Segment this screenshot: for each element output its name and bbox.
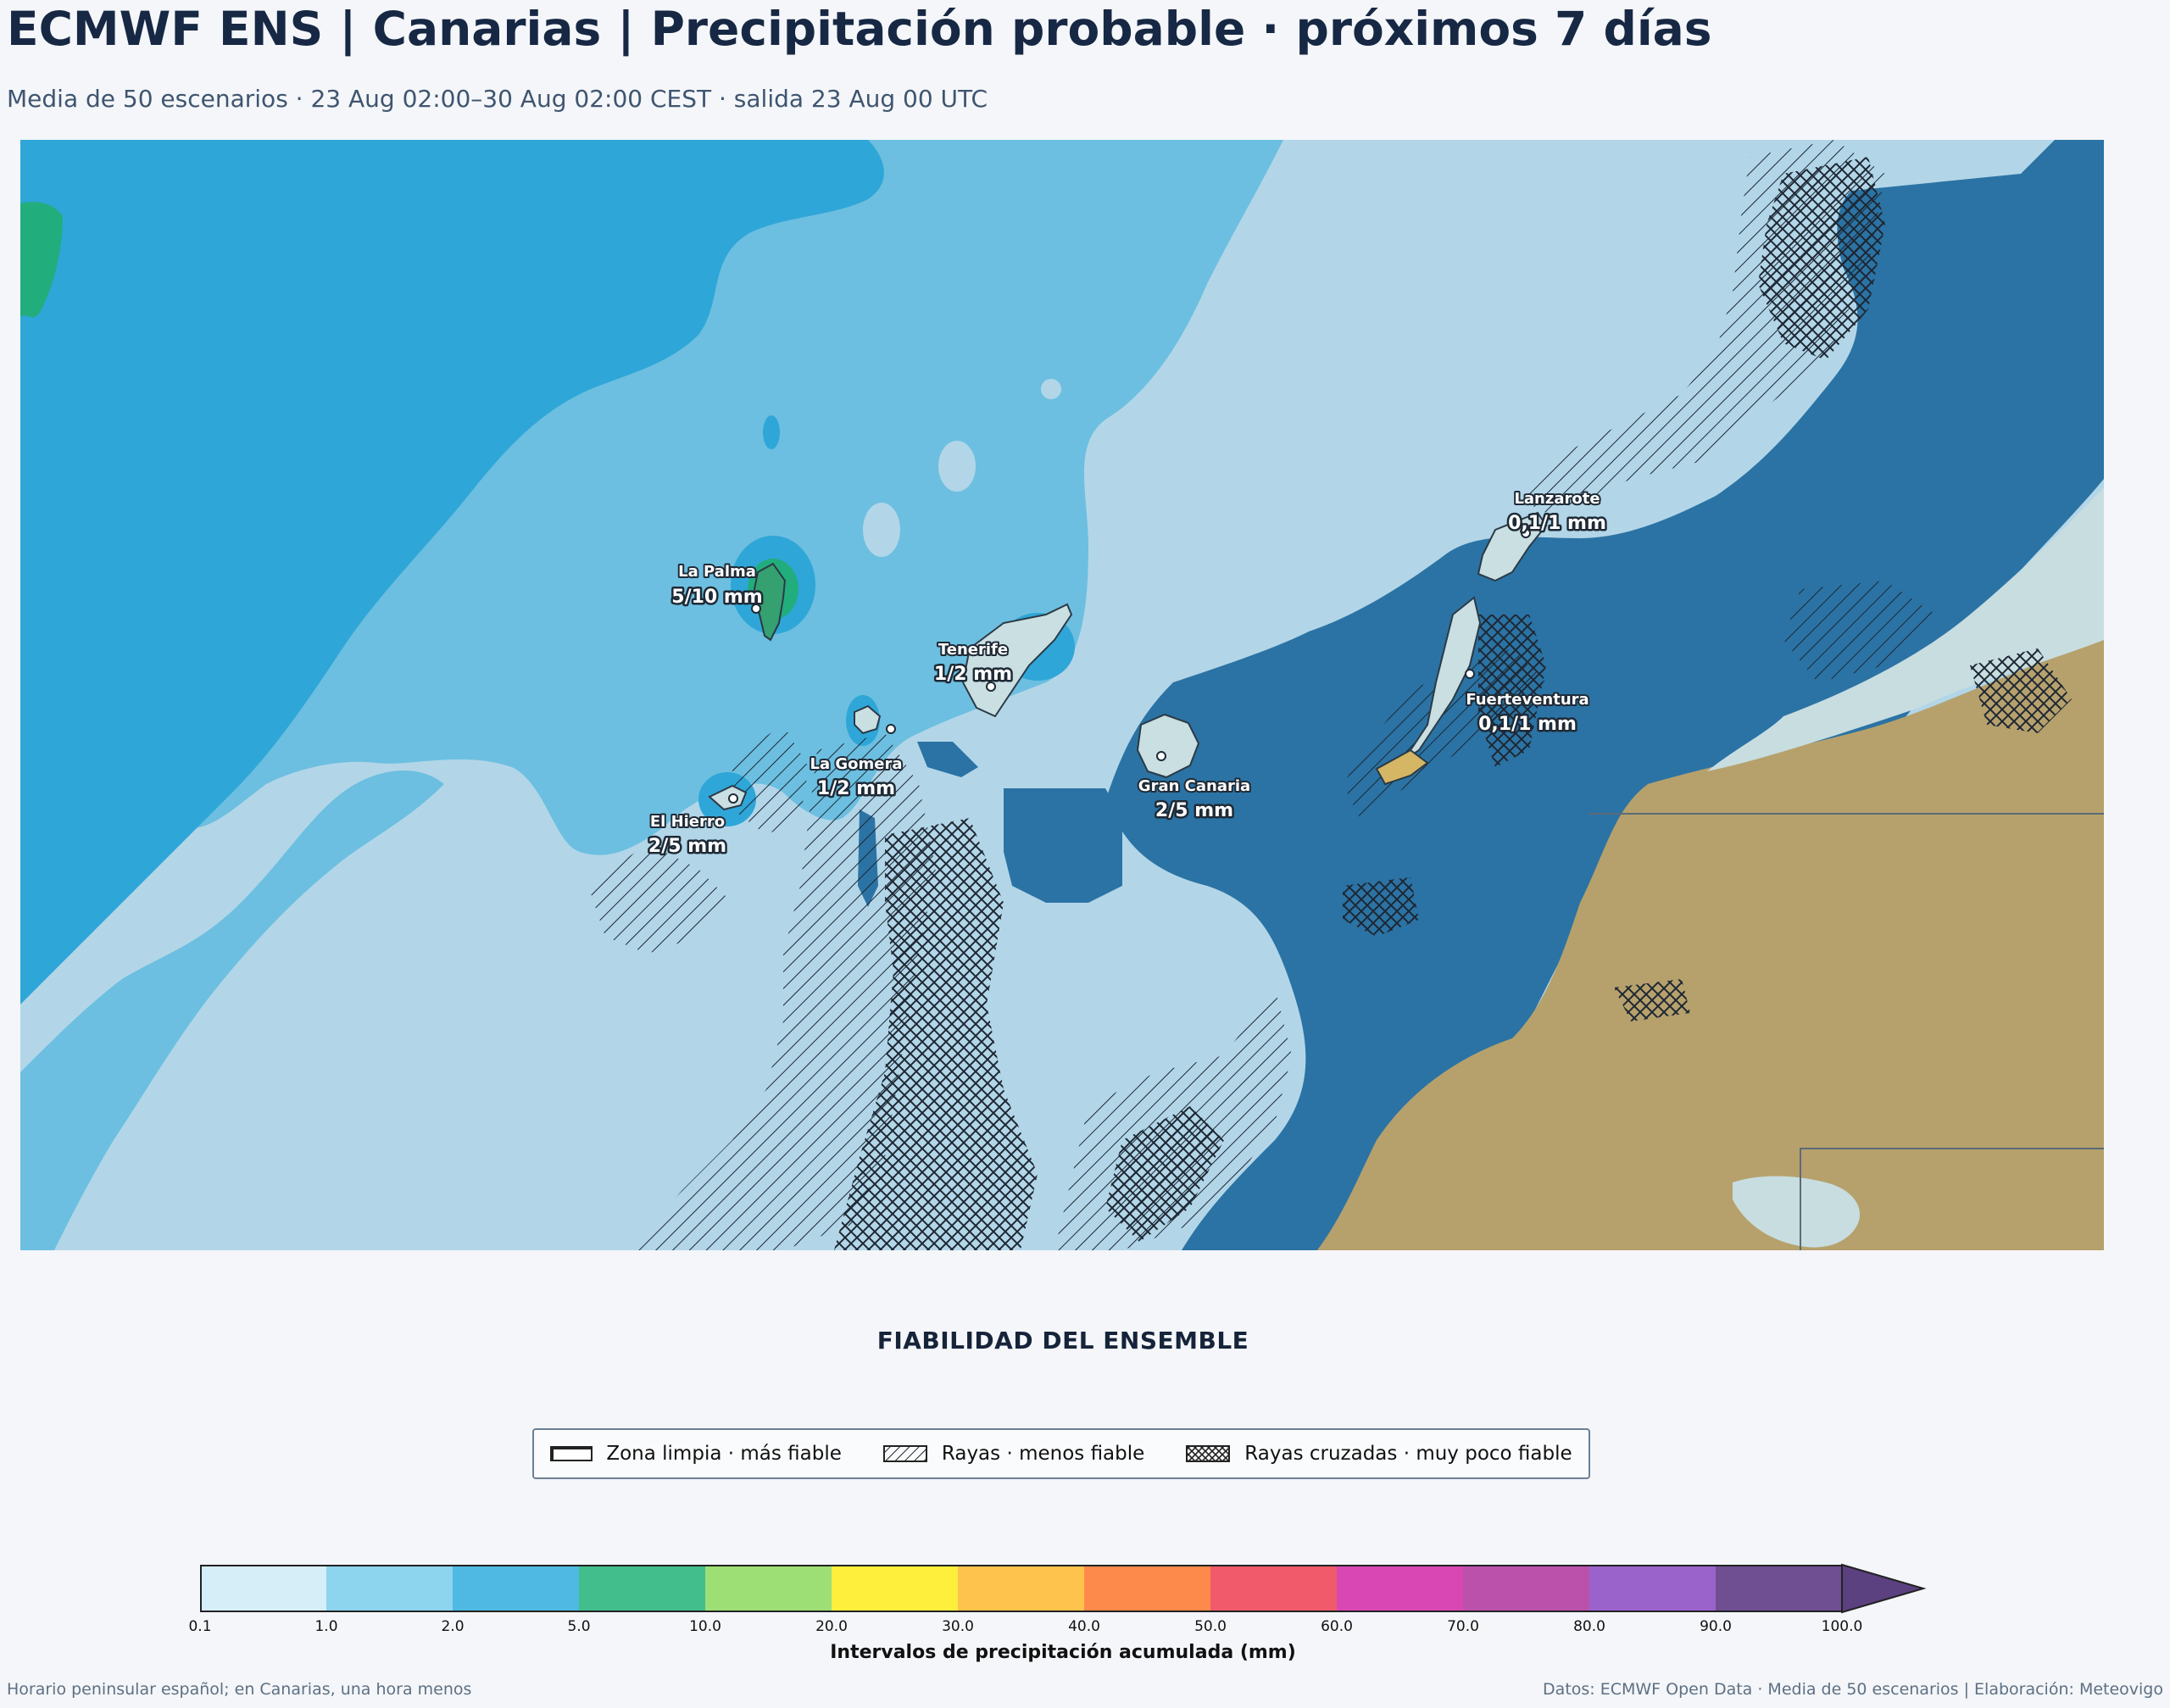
xhatch-zone-north-east bbox=[1758, 157, 1885, 360]
spot-light-3 bbox=[1041, 379, 1061, 399]
label-el-hierro-name: El Hierro bbox=[650, 813, 725, 831]
label-fuerteventura-value: 0,1/1 mm bbox=[1478, 714, 1577, 735]
label-la-gomera-value: 1/2 mm bbox=[817, 778, 895, 799]
colorbar-segment bbox=[1589, 1565, 1716, 1612]
marker-lanzarote bbox=[1521, 528, 1531, 538]
colorbar-tick-label: 80.0 bbox=[1573, 1618, 1605, 1635]
label-lanzarote-name: Lanzarote bbox=[1514, 490, 1600, 508]
xhatch-zone-canary-channel bbox=[1343, 877, 1419, 937]
legend-label-crosshatch: Rayas cruzadas · muy poco fiable bbox=[1244, 1443, 1572, 1465]
xhatch-zone-south-east bbox=[1105, 1106, 1224, 1242]
island-el-hierro bbox=[708, 784, 748, 811]
marker-la-gomera bbox=[886, 724, 896, 734]
field-deep-sea-4 bbox=[917, 742, 978, 777]
swatch-crosshatch bbox=[1186, 1445, 1231, 1462]
africa-coast-light bbox=[1707, 487, 2104, 771]
island-gran-canaria bbox=[1136, 713, 1200, 779]
colorbar-tick-label: 40.0 bbox=[1068, 1618, 1100, 1635]
colorbar-tick-label: 10.0 bbox=[689, 1618, 721, 1635]
label-lanzarote-value: 0,1/1 mm bbox=[1508, 513, 1606, 534]
xhatch-zone-fuerteventura bbox=[1478, 615, 1546, 767]
hatch-zone-coast bbox=[1783, 581, 1936, 682]
colorbar-tick-label: 70.0 bbox=[1447, 1618, 1479, 1635]
label-la-gomera-name: La Gomera bbox=[810, 755, 902, 773]
field-deep-sea-2 bbox=[1004, 788, 1122, 903]
reliability-legend: Zona limpia · más fiable Rayas · menos f… bbox=[532, 1428, 1590, 1479]
field-class-5-10-west bbox=[20, 202, 63, 318]
label-la-palma-value: 5/10 mm bbox=[671, 587, 762, 608]
border-line-2 bbox=[1800, 1148, 2104, 1250]
africa-land bbox=[1317, 631, 2104, 1250]
colorbar-tick-label: 1.0 bbox=[314, 1618, 337, 1635]
field-deep-sea bbox=[1105, 140, 2104, 1250]
fuerteventura-south bbox=[1375, 748, 1429, 786]
legend-item-hatch: Rayas · menos fiable bbox=[882, 1443, 1144, 1465]
colorbar-segment bbox=[1084, 1565, 1210, 1612]
xhatch-zone-coast bbox=[1970, 648, 2072, 733]
colorbar-segment bbox=[1463, 1565, 1589, 1612]
colorbar-segment bbox=[1716, 1565, 1842, 1612]
colorbar-tick-label: 30.0 bbox=[942, 1618, 974, 1635]
colorbar-segment bbox=[705, 1565, 832, 1612]
spot-light-2 bbox=[863, 503, 900, 557]
legend-label-hatch: Rayas · menos fiable bbox=[941, 1443, 1145, 1465]
marker-tenerife bbox=[986, 682, 996, 692]
label-tenerife-name: Tenerife bbox=[938, 641, 1008, 659]
colorbar-tick-label: 0.1 bbox=[188, 1618, 211, 1635]
marker-gran-canaria bbox=[1156, 751, 1166, 761]
colorbar-segment bbox=[1337, 1565, 1463, 1612]
colorbar-tick-label: 2.0 bbox=[441, 1618, 464, 1635]
spot-blue bbox=[763, 415, 780, 449]
swatch-hatch bbox=[882, 1445, 927, 1462]
precipitation-map[interactable]: La Palma 5/10 mm Tenerife 1/2 mm La Gome… bbox=[20, 140, 2104, 1250]
marker-el-hierro bbox=[728, 793, 738, 804]
colorbar-extend-arrow bbox=[1841, 1563, 1927, 1614]
marker-fuerteventura bbox=[1465, 669, 1475, 679]
footer-credits: Datos: ECMWF Open Data · Media de 50 esc… bbox=[1543, 1680, 2163, 1699]
label-gran-canaria-value: 2/5 mm bbox=[1155, 800, 1233, 821]
colorbar-tick-label: 60.0 bbox=[1321, 1618, 1353, 1635]
colorbar-segment bbox=[958, 1565, 1084, 1612]
colorbar-segment bbox=[832, 1565, 958, 1612]
colorbar-segment bbox=[1210, 1565, 1337, 1612]
colorbar-tick-label: 5.0 bbox=[567, 1618, 590, 1635]
page-title: ECMWF ENS | Canarias | Precipitación pro… bbox=[7, 2, 1712, 56]
label-la-palma-name: La Palma bbox=[678, 563, 756, 581]
swatch-clean bbox=[550, 1446, 593, 1461]
island-labels: La Palma 5/10 mm Tenerife 1/2 mm La Gome… bbox=[646, 488, 1608, 860]
colorbar-tick-label: 90.0 bbox=[1700, 1618, 1732, 1635]
map-canvas: La Palma 5/10 mm Tenerife 1/2 mm La Gome… bbox=[20, 140, 2104, 1250]
legend-item-clean: Zona limpia · más fiable bbox=[550, 1443, 842, 1465]
reliability-title: FIABILIDAD DEL ENSEMBLE bbox=[876, 1327, 1249, 1355]
colorbar-segment bbox=[326, 1565, 453, 1612]
legend-item-crosshatch: Rayas cruzadas · muy poco fiable bbox=[1185, 1443, 1572, 1465]
legend-label-clean: Zona limpia · más fiable bbox=[606, 1443, 842, 1465]
colorbar-label: Intervalos de precipitación acumulada (m… bbox=[830, 1642, 1296, 1663]
spot-light bbox=[938, 441, 976, 492]
sahara-light-patch bbox=[1733, 1176, 1860, 1248]
field-class-2-5 bbox=[20, 140, 884, 1004]
hatch-zone-west bbox=[732, 725, 809, 835]
hatch-zone-south-central bbox=[631, 733, 936, 1250]
label-tenerife-value: 1/2 mm bbox=[934, 664, 1012, 685]
island-la-gomera bbox=[854, 704, 882, 735]
colorbar-segment bbox=[579, 1565, 705, 1612]
marker-la-palma bbox=[751, 604, 761, 614]
label-gran-canaria-name: Gran Canaria bbox=[1138, 777, 1250, 795]
colorbar-segment bbox=[200, 1565, 326, 1612]
colorbar-outline bbox=[200, 1565, 1843, 1612]
xhatch-zone-sahara bbox=[1614, 979, 1690, 1021]
field-class-1-2-south bbox=[20, 770, 444, 1250]
page-subtitle: Media de 50 escenarios · 23 Aug 02:00–30… bbox=[7, 85, 988, 113]
label-el-hierro-value: 2/5 mm bbox=[648, 836, 726, 857]
footer-note: Horario peninsular español; en Canarias,… bbox=[7, 1680, 472, 1699]
colorbar-tick-label: 100.0 bbox=[1822, 1618, 1863, 1635]
precipitation-colorbar: 0.1 1.0 2.0 5.0 10.0 20.0 30.0 40.0 50.0 60.0 70.0… bbox=[188, 1563, 1927, 1635]
xhatch-zone-south-central bbox=[834, 818, 1038, 1250]
colorbar-tick-label: 50.0 bbox=[1194, 1618, 1227, 1635]
colorbar-tick-label: 20.0 bbox=[815, 1618, 848, 1635]
label-fuerteventura-name: Fuerteventura bbox=[1466, 691, 1589, 709]
hatch-zone-hierro bbox=[588, 843, 732, 954]
colorbar-segment bbox=[453, 1565, 579, 1612]
